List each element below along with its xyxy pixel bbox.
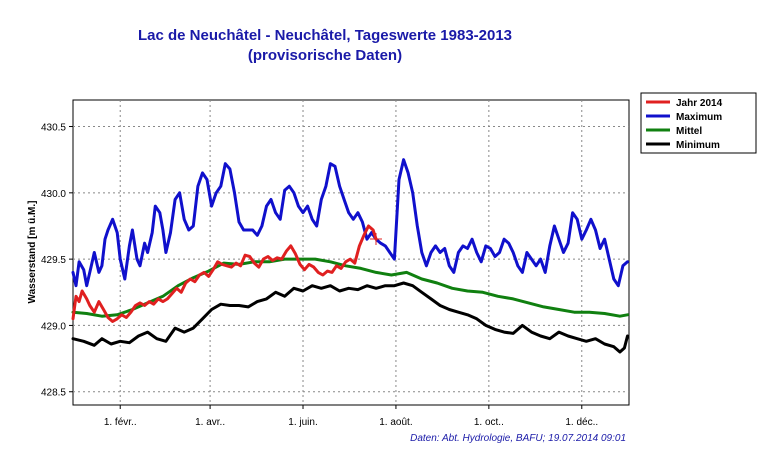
chart-title: Lac de Neuchâtel - Neuchâtel, Tageswerte…: [138, 27, 512, 44]
series-line-mittel: [71, 257, 629, 318]
x-tick-label: 1. août.: [379, 417, 412, 428]
legend-label: Maximum: [676, 112, 722, 123]
y-tick-label: 429.0: [41, 321, 66, 332]
y-tick-label: 430.0: [41, 189, 66, 200]
series-lines: [71, 158, 629, 354]
legend[interactable]: Jahr 2014 Maximum Mittel Minimum: [640, 92, 757, 154]
x-tick-label: 1. févr..: [104, 417, 137, 428]
x-tick-label: 1. déc..: [565, 417, 598, 428]
y-axis: 428.5 429.0 429.5 430.0 430.5: [41, 123, 73, 399]
crosshair-marker: [370, 233, 382, 245]
grid: [73, 100, 629, 405]
legend-label: Mittel: [676, 126, 702, 137]
y-axis-label: Wasserstand [m ü.M.]: [27, 201, 38, 304]
x-tick-label: 1. avr..: [195, 417, 225, 428]
plot-area: [72, 99, 630, 406]
y-tick-label: 428.5: [41, 388, 66, 399]
x-tick-label: 1. juin.: [288, 417, 317, 428]
y-tick-label: 430.5: [41, 123, 66, 134]
legend-label: Minimum: [676, 140, 720, 151]
series-line-jahr-2014: [71, 224, 378, 323]
x-axis: 1. févr.. 1. avr.. 1. juin. 1. août. 1. oct.…: [104, 405, 598, 428]
legend-label: Jahr 2014: [676, 98, 723, 109]
x-tick-label: 1. oct..: [474, 417, 504, 428]
chart-subtitle: (provisorische Daten): [248, 47, 402, 64]
y-tick-label: 429.5: [41, 255, 66, 266]
data-credit: Daten: Abt. Hydrologie, BAFU; 19.07.2014…: [410, 433, 626, 444]
series-line-minimum: [71, 281, 629, 354]
series-line-maximum: [71, 158, 629, 288]
